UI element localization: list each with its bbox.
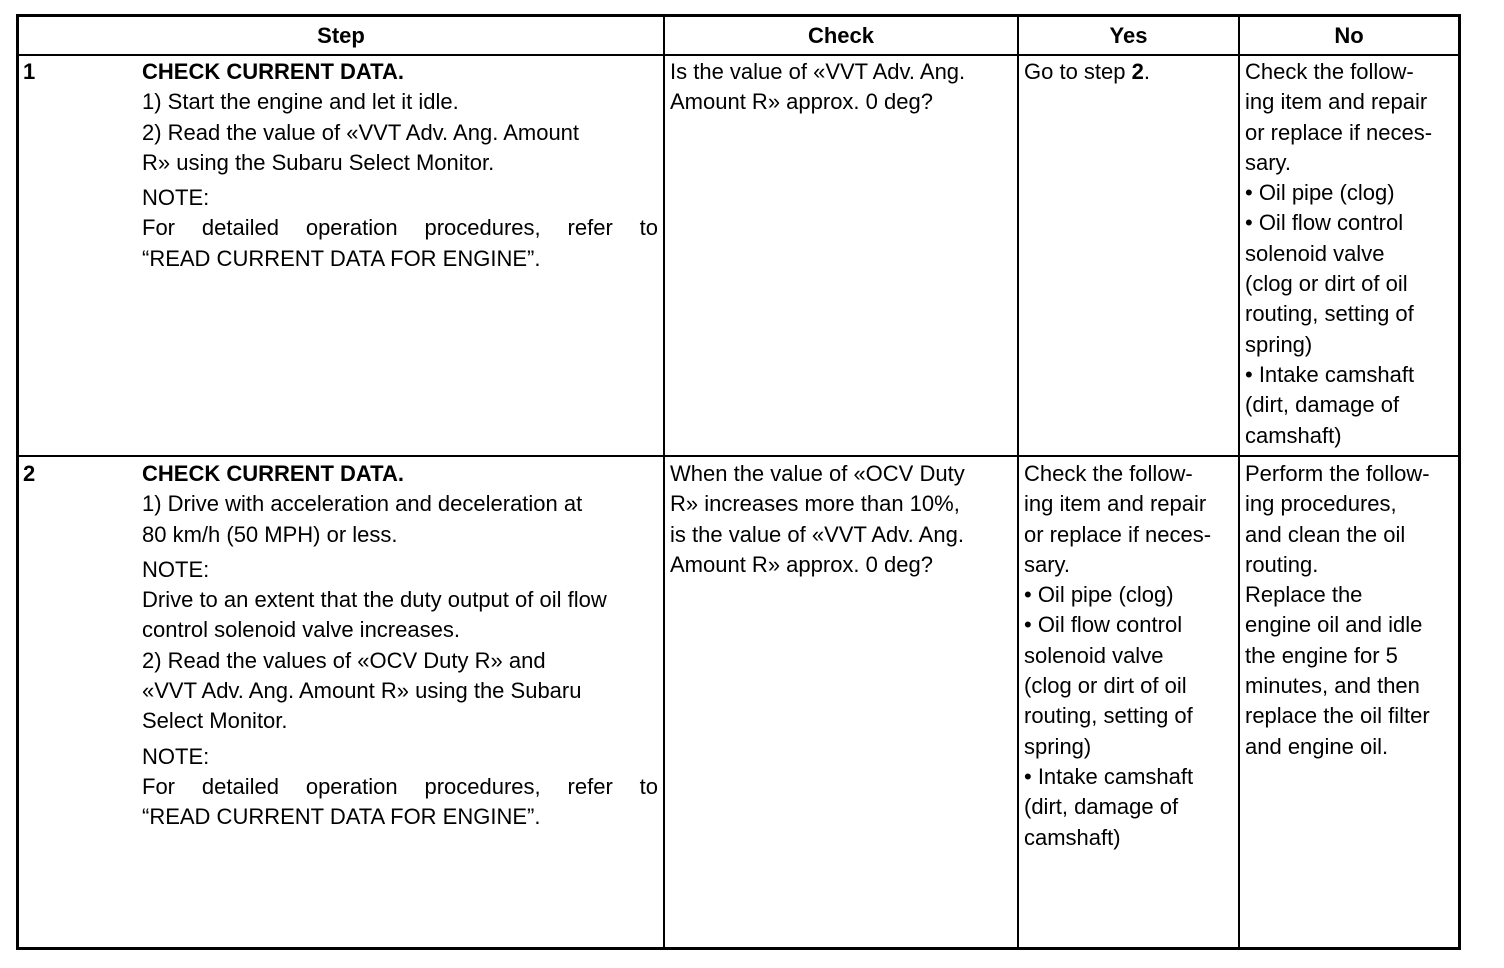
no-cell: Perform the follow-ing procedures, and cl…	[1245, 459, 1455, 762]
text-line: For detailed operation procedures, refer…	[142, 215, 658, 241]
text-line: • Oil pipe (clog)	[1024, 582, 1174, 608]
text-line: sary.	[1245, 149, 1292, 175]
text-line: control solenoid valve increases.	[142, 617, 460, 643]
text-line: «VVT Adv. Ang. Amount R» using the Subar…	[142, 678, 582, 704]
diagnostic-table: Step Check Yes No 1 CHECK CURRENT DATA. …	[16, 14, 1461, 950]
text-line: Replace the	[1245, 582, 1363, 608]
check-cell: Is the value of «VVT Adv. Ang. Amount R» …	[670, 57, 1010, 118]
check-cell: When the value of «OCV Duty R» increases …	[670, 459, 1010, 580]
text-line: spring)	[1024, 733, 1092, 759]
text-line: 1) Start the engine and let it idle.	[142, 89, 459, 115]
text-line: Drive to an extent that the duty output …	[142, 587, 607, 613]
text-line: Check the follow-	[1024, 461, 1193, 486]
text-line: and clean the oil	[1245, 521, 1406, 547]
header-no: No	[1334, 23, 1364, 48]
text-line: engine oil and idle	[1245, 612, 1423, 638]
text-line: • Oil flow control	[1024, 612, 1183, 638]
no-cell: Check the follow-ing item and repair or r…	[1245, 57, 1455, 451]
text-line: NOTE:	[142, 556, 210, 582]
text-line: solenoid valve	[1245, 240, 1385, 266]
text-line: Select Monitor.	[142, 708, 288, 734]
text-line: and engine oil.	[1245, 733, 1389, 759]
step-cell: CHECK CURRENT DATA. 1) Drive with accele…	[142, 459, 658, 833]
text-line: minutes, and then	[1245, 673, 1420, 699]
text-line: ing item and repair	[1245, 89, 1428, 115]
column-divider	[1017, 17, 1019, 947]
text-line: spring)	[1245, 331, 1313, 357]
yes-text-suffix: .	[1143, 59, 1150, 84]
text-line: solenoid valve	[1024, 642, 1164, 668]
text-line: 80 km/h (50 MPH) or less.	[142, 521, 398, 547]
header-step: Step	[317, 23, 365, 48]
text-line: (dirt, damage of	[1024, 794, 1179, 820]
text-line: Perform the follow-	[1245, 461, 1430, 486]
row-divider	[19, 54, 1458, 56]
text-line: or replace if neces-	[1245, 119, 1433, 145]
text-line: or replace if neces-	[1024, 521, 1212, 547]
column-divider	[1238, 17, 1240, 947]
text-line: routing, setting of	[1245, 301, 1414, 327]
text-line: • Intake camshaft	[1024, 763, 1194, 789]
step-title: CHECK CURRENT DATA.	[142, 461, 404, 486]
text-line: Amount R» approx. 0 deg?	[670, 89, 933, 115]
text-line: camshaft)	[1024, 824, 1121, 850]
step-link: 2	[1131, 59, 1144, 84]
text-line: NOTE:	[142, 185, 210, 211]
text-line: • Oil flow control	[1245, 210, 1404, 236]
text-line: Amount R» approx. 0 deg?	[670, 551, 933, 577]
text-line: 2) Read the values of «OCV Duty R» and	[142, 647, 546, 673]
text-line: “READ CURRENT DATA FOR ENGINE”.	[142, 804, 541, 830]
step-number: 2	[23, 461, 36, 486]
text-line: replace the oil filter	[1245, 703, 1430, 729]
text-line: (clog or dirt of oil	[1245, 271, 1408, 297]
text-line: • Oil pipe (clog)	[1245, 180, 1395, 206]
text-line: R» using the Subaru Select Monitor.	[142, 149, 495, 175]
yes-cell: Go to step 2.	[1024, 57, 1234, 87]
column-divider	[663, 17, 665, 947]
text-line: For detailed operation procedures, refer…	[142, 773, 658, 799]
text-line: “READ CURRENT DATA FOR ENGINE”.	[142, 245, 541, 271]
header-check: Check	[807, 23, 875, 48]
text-line: (dirt, damage of	[1245, 392, 1400, 418]
text-line: Check the follow-	[1245, 59, 1414, 84]
yes-text: Go to step	[1024, 59, 1132, 84]
text-line: sary.	[1024, 551, 1071, 577]
text-line: ing procedures,	[1245, 491, 1397, 517]
step-title: CHECK CURRENT DATA.	[142, 59, 404, 84]
text-line: 2) Read the value of «VVT Adv. Ang. Amou…	[142, 119, 580, 145]
text-line: routing.	[1245, 551, 1319, 577]
text-line: R» increases more than 10%,	[670, 491, 960, 517]
text-line: is the value of «VVT Adv. Ang.	[670, 521, 964, 547]
step-number: 1	[23, 59, 36, 84]
yes-cell: Check the follow-ing item and repair or r…	[1024, 459, 1234, 853]
text-line: NOTE:	[142, 743, 210, 769]
text-line: the engine for 5	[1245, 642, 1398, 668]
row-divider	[19, 455, 1458, 457]
text-line: 1) Drive with acceleration and decelerat…	[142, 491, 583, 517]
header-yes: Yes	[1109, 23, 1148, 48]
text-line: (clog or dirt of oil	[1024, 673, 1187, 699]
step-cell: CHECK CURRENT DATA. 1) Start the engine …	[142, 57, 658, 274]
text-line: camshaft)	[1245, 422, 1342, 448]
text-line: routing, setting of	[1024, 703, 1193, 729]
text-line: When the value of «OCV Duty	[670, 461, 965, 486]
text-line: ing item and repair	[1024, 491, 1207, 517]
text-line: Is the value of «VVT Adv. Ang.	[670, 59, 966, 84]
text-line: • Intake camshaft	[1245, 361, 1415, 387]
